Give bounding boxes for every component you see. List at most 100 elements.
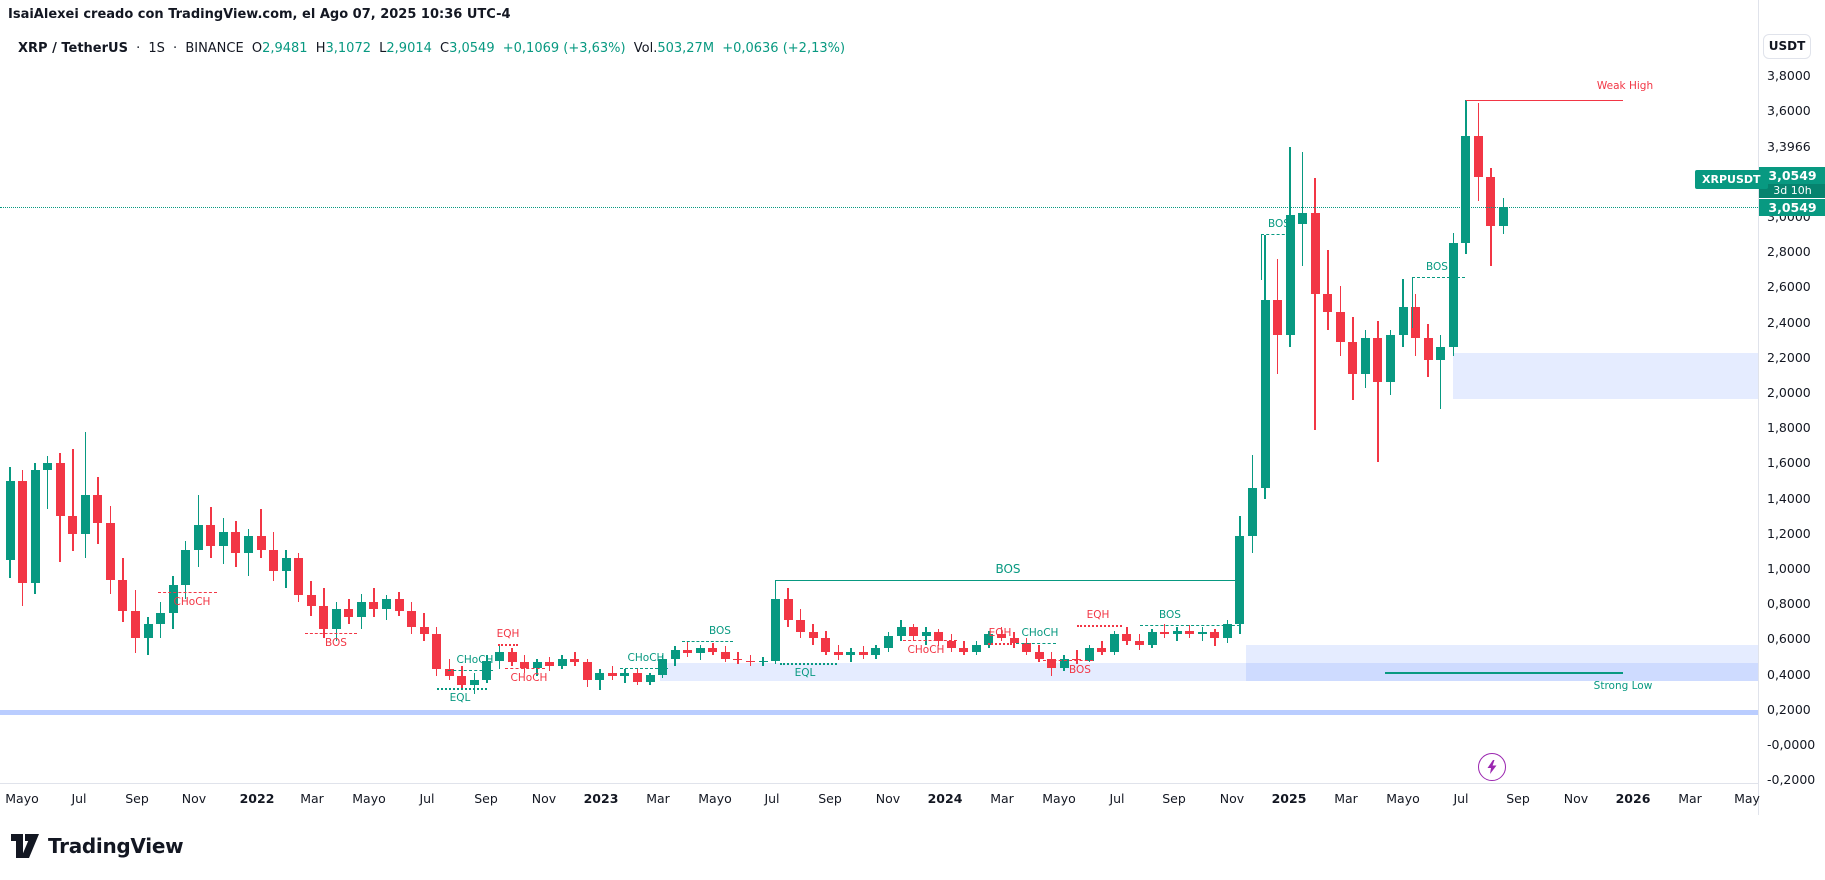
- candle: [1373, 338, 1383, 383]
- candle-wick: [925, 627, 927, 645]
- candle: [369, 602, 379, 610]
- candle-wick: [1076, 649, 1078, 665]
- candle: [1022, 642, 1032, 652]
- candle-wick: [737, 651, 739, 665]
- symbol-title[interactable]: XRP / TetherUS: [18, 41, 128, 56]
- candle-wick: [1301, 151, 1304, 267]
- last-price-label: 3,0549 3d 10h: [1759, 167, 1825, 198]
- smc-line: [682, 640, 733, 642]
- candle: [507, 651, 517, 663]
- candle: [733, 658, 743, 661]
- candle: [1423, 338, 1433, 360]
- y-axis-tick: 0,2000: [1767, 701, 1811, 717]
- y-axis-tick: 2,6000: [1767, 279, 1811, 295]
- candle: [934, 632, 944, 642]
- candle-wick: [1163, 623, 1166, 638]
- candle: [658, 658, 668, 675]
- smc-label: BOS: [1426, 261, 1448, 273]
- candle: [1436, 347, 1446, 360]
- candle-wick: [749, 655, 752, 666]
- candle: [1398, 306, 1408, 335]
- interval-label[interactable]: 1S: [148, 41, 165, 56]
- candle: [1210, 632, 1220, 638]
- strong-low-label: Strong Low: [1593, 680, 1653, 692]
- currency-toggle-button[interactable]: USDT: [1763, 34, 1811, 59]
- candle: [18, 480, 28, 584]
- y-axis-tick: 1,2000: [1767, 525, 1811, 541]
- y-axis-tick: 2,8000: [1767, 244, 1811, 260]
- tradingview-logo[interactable]: TradingView: [10, 833, 184, 859]
- smc-line: [780, 662, 837, 665]
- close-key: C: [440, 41, 450, 56]
- candle-wick: [260, 509, 262, 559]
- candle-wick: [850, 648, 852, 663]
- candle-wick: [1377, 320, 1379, 462]
- smc-line: [988, 642, 1012, 645]
- candle: [193, 524, 203, 550]
- candle: [457, 676, 467, 686]
- candle: [1197, 632, 1207, 635]
- exchange-label: BINANCE: [185, 41, 244, 56]
- x-axis-tick: Sep: [125, 791, 149, 806]
- time-axis[interactable]: Mayo Jul Sep Nov 2022 Mar Mayo Jul Sep Nov 2023 Mar…: [0, 783, 1760, 815]
- candle: [595, 672, 605, 680]
- smc-line: [1016, 642, 1056, 644]
- candle: [118, 579, 128, 612]
- candle: [909, 627, 919, 636]
- candle: [645, 674, 655, 682]
- candle: [557, 658, 567, 666]
- x-axis-tick: Jul: [419, 791, 435, 806]
- candle: [545, 662, 555, 666]
- price-axis[interactable]: USDT 3,8000 3,6000 3,3966 3,0000 2,8000 2,600…: [1758, 0, 1825, 815]
- smc-label: CHoCH: [1021, 626, 1059, 639]
- replay-flash-button[interactable]: [1478, 753, 1506, 781]
- candle: [1122, 634, 1132, 642]
- candle: [1498, 207, 1508, 227]
- candle-wick: [1176, 627, 1178, 642]
- smc-label: CHoCH: [627, 651, 665, 664]
- candle: [607, 672, 617, 677]
- candle: [858, 651, 868, 656]
- x-axis-tick: Nov: [181, 791, 207, 806]
- candle: [1034, 651, 1044, 659]
- candle: [745, 660, 755, 663]
- x-axis-tick: Jul: [1109, 791, 1125, 806]
- x-axis-tick: Mayo: [5, 791, 39, 806]
- candle: [971, 644, 981, 652]
- bar-countdown: 3d 10h: [1759, 184, 1825, 198]
- smc-label: BOS: [995, 561, 1021, 576]
- y-axis-tick: 1,4000: [1767, 490, 1811, 506]
- candle-wick: [1327, 250, 1329, 330]
- x-axis-tick: 2025: [1271, 791, 1307, 806]
- candle-wick: [1101, 641, 1103, 656]
- y-axis-tick: 3,6000: [1767, 103, 1811, 119]
- x-axis-tick: Nov: [875, 791, 901, 806]
- candle-wick: [1214, 628, 1216, 647]
- candle: [394, 598, 404, 612]
- candle: [294, 558, 304, 596]
- x-axis-tick: Mar: [646, 791, 670, 806]
- candle: [1072, 658, 1082, 661]
- chart-plot-area[interactable]: CHoCH BOS CHoCH EQL EQH CHoCH CHoCH BOS EQL CHoCH…: [0, 0, 1758, 783]
- smc-label: CHoCH: [907, 643, 945, 656]
- candle: [620, 672, 630, 677]
- volume-change-value: +0,0636 (+2,13%): [722, 41, 846, 56]
- x-axis-tick: 2024: [927, 791, 963, 806]
- x-axis-tick: 2022: [239, 791, 275, 806]
- smc-label: CHoCH: [456, 654, 494, 666]
- candle-wick: [46, 456, 49, 510]
- candle: [1009, 637, 1019, 643]
- candle: [946, 641, 956, 649]
- candle: [520, 662, 530, 668]
- candle: [1461, 136, 1471, 244]
- candle: [243, 535, 253, 554]
- smc-label: BOS: [1268, 218, 1290, 231]
- smc-line: [1077, 624, 1122, 627]
- smc-label: EQH: [1086, 608, 1110, 621]
- x-axis-tick: Mayo: [698, 791, 732, 806]
- candle: [1310, 213, 1320, 295]
- candle: [432, 634, 442, 670]
- candle: [206, 524, 216, 547]
- candle: [93, 495, 103, 524]
